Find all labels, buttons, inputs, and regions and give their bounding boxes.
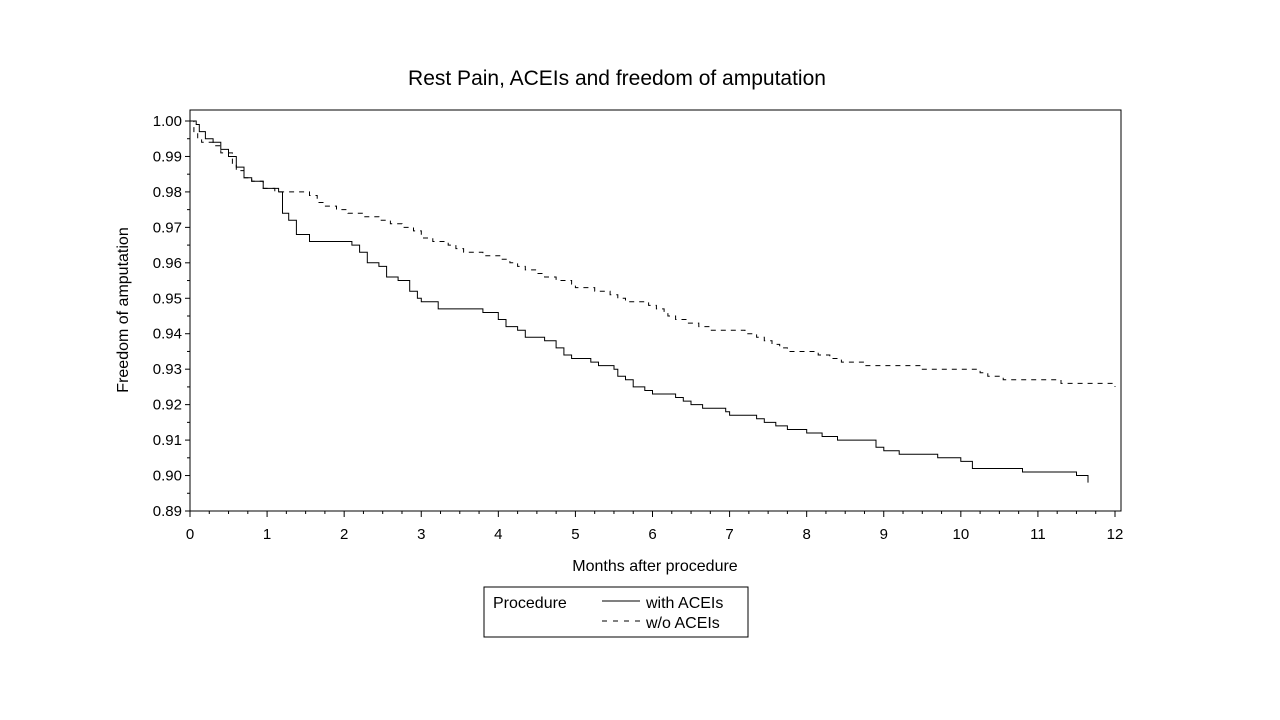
legend: Procedure with ACEIs w/o ACEIs [483, 586, 749, 638]
y-tick-label: 0.98 [153, 184, 182, 201]
x-tick-label: 3 [417, 526, 425, 543]
legend-box [483, 586, 749, 638]
x-tick-label: 4 [494, 526, 502, 543]
x-tick-label: 1 [263, 526, 271, 543]
y-axis: 0.89 0.90 0.91 0.92 0.93 0.94 0.95 0.96 0.97 0.98… [153, 113, 190, 520]
series-line-with-aceis [190, 120, 1089, 483]
y-tick-label: 0.93 [153, 361, 182, 378]
plot-area-frame [189, 109, 1122, 512]
x-tick-label: 9 [880, 526, 888, 543]
x-tick-label: 0 [186, 526, 194, 543]
x-tick-label: 12 [1107, 526, 1124, 543]
y-tick-label: 0.95 [153, 290, 182, 307]
y-tick-label: 0.94 [153, 326, 182, 343]
y-tick-label: 0.91 [153, 432, 182, 449]
x-tick-label: 8 [802, 526, 810, 543]
y-tick-label: 0.90 [153, 468, 182, 485]
legend-title: Procedure [493, 595, 567, 612]
y-tick-label: 0.96 [153, 255, 182, 272]
x-axis-title: Months after procedure [572, 558, 738, 575]
x-tick-label: 5 [571, 526, 579, 543]
x-axis: 0 1 2 3 4 5 6 7 8 9 10 11 12 [186, 511, 1124, 543]
y-tick-label: 1.00 [153, 113, 182, 130]
y-tick-label: 0.97 [153, 219, 182, 236]
y-tick-label: 0.92 [153, 397, 182, 414]
x-tick-label: 11 [1030, 526, 1046, 543]
x-tick-label: 10 [952, 526, 969, 543]
chart-title: Rest Pain, ACEIs and freedom of amputati… [408, 67, 826, 90]
y-tick-label: 0.89 [153, 503, 182, 520]
x-tick-label: 6 [648, 526, 656, 543]
y-tick-label: 0.99 [153, 148, 182, 165]
x-tick-label: 2 [340, 526, 348, 543]
series-line-without-aceis [190, 120, 1116, 387]
legend-label-with-aceis: with ACEIs [645, 595, 723, 612]
series-layer [190, 120, 1116, 483]
x-tick-label: 7 [725, 526, 733, 543]
legend-label-without-aceis: w/o ACEIs [645, 615, 720, 632]
y-axis-title: Freedom of amputation [115, 227, 132, 392]
